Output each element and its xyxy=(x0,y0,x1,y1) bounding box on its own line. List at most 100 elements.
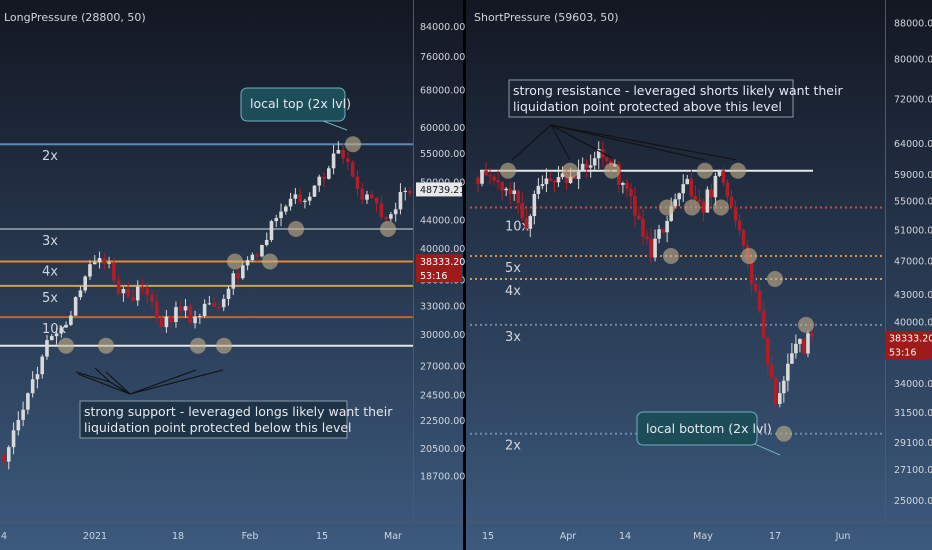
price-tag-box xyxy=(416,182,462,197)
price-tag-box xyxy=(416,254,462,269)
candle-body xyxy=(183,306,188,311)
candle-body xyxy=(317,176,322,186)
candle-body xyxy=(384,217,388,219)
price-tick-label: 51000.00 xyxy=(894,225,932,236)
candle-body xyxy=(150,295,154,302)
highlight-circle xyxy=(663,248,679,265)
strong-support-text-line2: liquidation point protected below this l… xyxy=(84,420,352,435)
candle-body xyxy=(169,316,173,323)
candle-body xyxy=(697,199,702,202)
candle-body xyxy=(773,377,778,405)
highlight-circle xyxy=(798,316,814,333)
candle-body xyxy=(188,306,193,324)
price-tick-label: 40000.00 xyxy=(420,244,465,255)
candle-body xyxy=(226,288,231,299)
highlight-circle xyxy=(190,337,206,354)
candle-body xyxy=(548,178,553,181)
candle-body xyxy=(350,162,355,177)
candle-body xyxy=(709,189,714,198)
candle-body xyxy=(488,175,492,177)
candle-body xyxy=(16,419,21,431)
candle-body xyxy=(584,163,589,168)
candle-body xyxy=(765,337,770,365)
right-leverage-levels: 10x 5x 4x 3x 2x xyxy=(470,169,885,454)
level-label: 3x xyxy=(42,234,58,249)
strong-resistance-text-line1: strong resistance - leveraged shorts lik… xyxy=(513,83,843,98)
right-price-axis[interactable]: 88000.00 80000.00 72000.00 64000.00 59000.00… xyxy=(894,18,932,506)
candle-body xyxy=(73,297,78,316)
candle-body xyxy=(45,340,49,357)
right-price-tags: 38333.20 53:16 xyxy=(885,331,932,360)
candle-body xyxy=(560,173,565,178)
price-tick-label: 72000.00 xyxy=(894,95,932,106)
candle-body xyxy=(753,284,758,291)
candle-body xyxy=(107,262,111,264)
candle-body xyxy=(504,188,508,191)
candle-body xyxy=(685,178,690,185)
right-time-axis[interactable]: 15 Apr 14 May 17 Jun xyxy=(482,531,850,542)
highlight-circle xyxy=(730,162,746,179)
candle-body xyxy=(255,254,259,257)
candle-body xyxy=(245,260,250,266)
candle-body xyxy=(536,185,541,194)
candle-body xyxy=(790,353,794,364)
candle-body xyxy=(231,273,236,289)
price-tick-label: 55000.00 xyxy=(420,149,465,160)
candle-body xyxy=(408,190,412,194)
candle-body xyxy=(673,199,677,207)
highlight-circle xyxy=(562,162,578,179)
annotation-strong-support[interactable]: strong support - leveraged longs likely … xyxy=(79,400,393,439)
annotation-strong-resistance[interactable]: strong resistance - leveraged shorts lik… xyxy=(508,79,843,118)
candle-body xyxy=(484,170,488,176)
candle-body xyxy=(327,168,331,179)
candle-body xyxy=(40,356,45,375)
strong-resistance-text-line2: liquidation point protected above this l… xyxy=(513,99,782,114)
candle-body xyxy=(365,194,369,200)
candle-body xyxy=(250,254,255,261)
level-label: 2x xyxy=(42,149,58,164)
annotation-local-bottom[interactable]: local bottom (2x lvl) xyxy=(636,411,781,456)
highlight-circle xyxy=(262,253,278,270)
time-tick-label: 4 xyxy=(1,531,7,542)
price-tag-text: 38333.20 xyxy=(889,334,932,345)
candle-body xyxy=(480,170,484,184)
strong-support-text-line1: strong support - leveraged longs likely … xyxy=(84,404,393,419)
candle-body xyxy=(802,339,806,354)
time-tick-label: 14 xyxy=(619,531,631,542)
price-tick-label: 55000.00 xyxy=(894,197,932,208)
candle-body xyxy=(552,180,557,183)
candle-body xyxy=(568,176,573,184)
candle-body xyxy=(621,183,625,185)
candle-body xyxy=(64,324,68,328)
candle-body xyxy=(572,176,577,179)
candle-body xyxy=(298,194,302,203)
candle-body xyxy=(2,455,6,462)
candle-body xyxy=(274,218,279,222)
candle-body xyxy=(689,178,694,196)
candle-body xyxy=(341,149,345,159)
candle-body xyxy=(496,180,500,183)
strong-support-box xyxy=(79,400,348,439)
highlight-circle xyxy=(713,199,729,216)
price-tick-label: 18700.00 xyxy=(420,471,465,482)
candle-body xyxy=(112,262,116,281)
annotation-local-top[interactable]: local top (2x lvl) xyxy=(240,87,351,131)
price-tick-label: 33000.00 xyxy=(420,302,465,313)
left-time-axis[interactable]: 4 2021 18 Feb 15 Mar xyxy=(1,531,402,542)
candle-body xyxy=(126,289,130,297)
time-tick-label: 15 xyxy=(482,531,494,542)
candle-body xyxy=(657,229,661,239)
highlight-circle xyxy=(380,221,396,238)
candle-body xyxy=(284,206,288,212)
candle-body xyxy=(49,336,54,341)
pane-separator[interactable] xyxy=(463,0,466,550)
candle-body xyxy=(312,185,317,197)
price-tick-label: 24500.00 xyxy=(420,391,465,402)
price-tag-text: 38333.20 xyxy=(420,257,465,268)
candle-body xyxy=(159,317,164,328)
candle-body xyxy=(322,176,326,179)
level-label: 4x xyxy=(42,265,58,280)
level-label: 5x xyxy=(42,291,58,306)
right-arrows xyxy=(511,124,738,161)
